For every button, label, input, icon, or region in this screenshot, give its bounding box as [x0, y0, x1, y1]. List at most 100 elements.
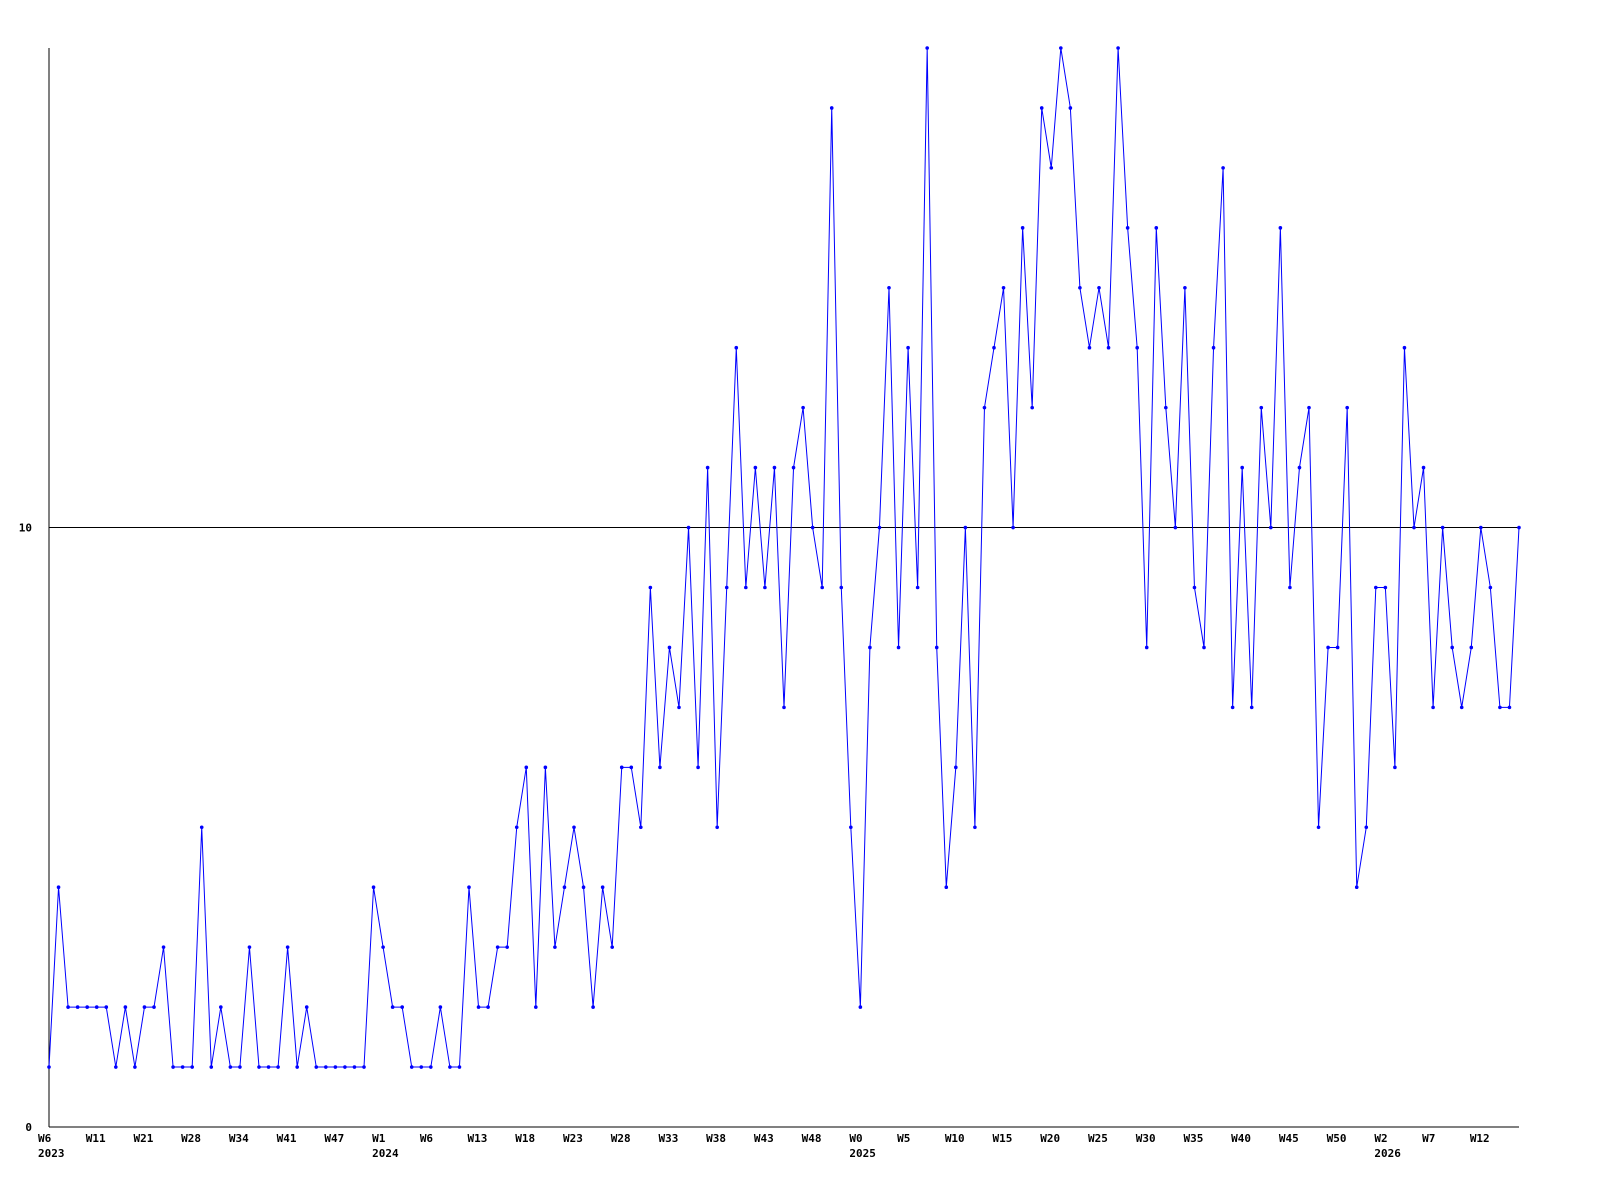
data-point: [1125, 226, 1130, 230]
data-point: [791, 465, 796, 470]
data-point: [696, 765, 700, 770]
data-point: [1259, 405, 1264, 410]
y-tick-label: 10: [19, 522, 32, 535]
data-point: [954, 765, 958, 770]
data-point: [1030, 405, 1034, 410]
x-tick-label: W10: [945, 1132, 965, 1145]
x-tick-label: W6: [38, 1132, 52, 1145]
data-point: [1183, 285, 1187, 290]
data-point: [457, 1065, 462, 1069]
y-tick-label: 0: [25, 1121, 32, 1134]
data-point: [1240, 465, 1244, 470]
data-point: [658, 765, 662, 770]
data-point: [171, 1065, 175, 1069]
data-point: [744, 585, 748, 590]
data-point: [973, 825, 977, 830]
data-point: [1402, 345, 1407, 350]
data-point: [686, 525, 691, 530]
x-tick-label: W2: [1374, 1132, 1387, 1145]
data-point: [514, 825, 519, 830]
data-point: [534, 1005, 538, 1009]
x-tick-label: W41: [277, 1132, 297, 1145]
data-point: [801, 405, 805, 410]
data-point: [199, 825, 204, 830]
data-point: [505, 945, 509, 949]
data-point: [114, 1065, 118, 1069]
data-point: [314, 1065, 319, 1069]
x-tick-label: W13: [468, 1132, 488, 1145]
data-point: [849, 825, 853, 830]
data-point: [1221, 166, 1225, 170]
data-point: [772, 465, 777, 470]
data-point: [1164, 405, 1168, 410]
data-line: [48, 47, 1520, 1068]
data-point: [123, 1005, 128, 1009]
x-tick-label: W7: [1422, 1132, 1435, 1145]
data-point: [1059, 46, 1063, 50]
data-point: [104, 1005, 109, 1009]
x-tick-label: W6: [420, 1132, 434, 1145]
data-point: [1288, 585, 1292, 590]
data-point: [1011, 525, 1015, 530]
data-point: [75, 1005, 80, 1009]
data-point: [887, 285, 891, 290]
x-tick-label: W35: [1183, 1132, 1203, 1145]
data-point: [1326, 645, 1330, 650]
x-tick-label: W40: [1231, 1132, 1251, 1145]
data-point: [944, 885, 949, 890]
data-point: [486, 1005, 490, 1009]
data-point: [1316, 825, 1321, 830]
data-point: [839, 585, 844, 590]
data-point: [648, 585, 653, 590]
data-point: [763, 585, 767, 590]
data-point: [180, 1065, 185, 1069]
x-tick-label: W23: [563, 1132, 583, 1145]
data-point: [362, 1065, 366, 1069]
data-point: [85, 1005, 89, 1009]
data-point: [190, 1065, 194, 1069]
data-point: [906, 345, 910, 350]
data-point: [467, 885, 471, 890]
data-point: [400, 1005, 404, 1009]
data-point: [1440, 525, 1445, 530]
data-point: [219, 1005, 223, 1009]
data-point: [1039, 106, 1044, 110]
data-point: [1354, 885, 1359, 890]
data-point: [1421, 465, 1426, 470]
data-point: [1230, 705, 1235, 710]
data-point: [1087, 345, 1092, 350]
data-point: [276, 1065, 280, 1069]
x-tick-label: W18: [515, 1132, 535, 1145]
x-tick-label: W20: [1040, 1132, 1060, 1145]
data-point: [257, 1065, 261, 1069]
data-point: [1297, 465, 1302, 470]
data-point: [390, 1005, 395, 1009]
data-point: [1173, 525, 1178, 530]
data-point: [142, 1005, 147, 1009]
x-year-label: 2025: [849, 1147, 876, 1160]
data-point: [925, 46, 929, 50]
data-point: [1364, 825, 1369, 830]
data-point: [476, 1005, 481, 1009]
data-point: [915, 585, 920, 590]
data-point: [66, 1005, 70, 1009]
data-point: [94, 1005, 99, 1009]
data-point: [1459, 705, 1464, 710]
data-point: [1106, 345, 1111, 350]
x-year-label: 2023: [38, 1147, 65, 1160]
data-point: [810, 525, 815, 530]
data-point: [1393, 765, 1397, 770]
data-point: [877, 525, 882, 530]
data-point: [629, 765, 634, 770]
x-tick-label: W28: [611, 1132, 631, 1145]
data-point: [409, 1065, 414, 1069]
data-point: [982, 405, 987, 410]
data-point: [1507, 705, 1512, 710]
data-point: [591, 1005, 595, 1009]
x-tick-label: W1: [372, 1132, 386, 1145]
x-tick-label: W5: [897, 1132, 910, 1145]
x-tick-label: W15: [993, 1132, 1013, 1145]
data-point: [285, 945, 290, 949]
data-point: [524, 765, 529, 770]
data-point: [495, 945, 500, 949]
